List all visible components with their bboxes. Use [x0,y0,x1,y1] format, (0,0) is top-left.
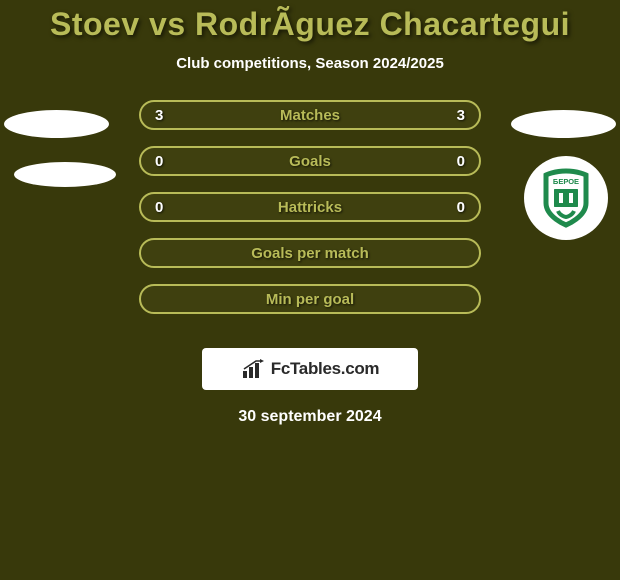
brand-badge[interactable]: FcTables.com [202,348,418,390]
stat-left-value: 0 [155,153,163,170]
stat-row-goals-per-match: Goals per match [139,238,481,268]
stat-left-value: 3 [155,107,163,124]
stat-right-value: 0 [457,199,465,216]
stat-left-value: 0 [155,199,163,216]
stat-right-value: 0 [457,153,465,170]
stat-row-matches: 3 Matches 3 [139,100,481,130]
stat-row-hattricks: 0 Hattricks 0 [139,192,481,222]
placeholder-shape [4,110,109,138]
stat-right-value: 3 [457,107,465,124]
bars-icon [241,358,267,380]
team-logo: БЕРОЕ [524,156,608,240]
comparison-card: Stoev vs RodrÃ­guez Chacartegui Club com… [0,0,620,426]
stat-row-goals: 0 Goals 0 [139,146,481,176]
page-title: Stoev vs RodrÃ­guez Chacartegui [0,6,620,43]
stat-label: Min per goal [141,291,479,308]
stats-column: 3 Matches 3 0 Goals 0 0 Hattricks 0 Goal… [139,100,481,330]
stat-label: Matches [141,107,479,124]
brand-text: FcTables.com [271,359,380,379]
svg-text:БЕРОЕ: БЕРОЕ [553,177,579,186]
placeholder-shape [14,162,116,187]
stats-area: БЕРОЕ 3 Matches 3 0 Goals 0 [0,100,620,340]
update-date: 30 september 2024 [0,408,620,426]
stat-label: Goals [141,153,479,170]
left-team-badge [0,100,108,240]
beroe-logo-icon: БЕРОЕ [536,167,596,229]
stat-row-min-per-goal: Min per goal [139,284,481,314]
season-subtitle: Club competitions, Season 2024/2025 [0,55,620,72]
right-team-badge: БЕРОЕ [512,100,620,240]
stat-label: Hattricks [141,199,479,216]
stat-label: Goals per match [141,245,479,262]
placeholder-shape [511,110,616,138]
